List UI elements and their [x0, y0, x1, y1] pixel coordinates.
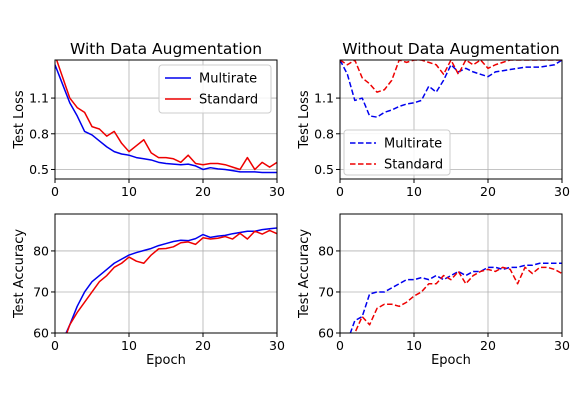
series-line-standard [354, 266, 562, 333]
x-tick-label: 10 [406, 338, 422, 353]
x-tick-label: 0 [51, 184, 59, 199]
series-line-multirate [55, 64, 277, 174]
legend-label-multirate: Multirate [199, 72, 257, 87]
y-axis-label: Test Loss [297, 90, 312, 149]
x-tick-label: 0 [51, 338, 59, 353]
legend: Multirate Standard [343, 129, 451, 176]
subplot-3: 0 10 20 30 60 70 80 Epoch Test Accuracy [12, 213, 285, 368]
x-tick-label: 0 [336, 338, 344, 353]
series-line-standard [55, 60, 277, 171]
x-tick-label: 10 [406, 184, 422, 199]
y-tick-label: 0.8 [314, 126, 334, 141]
x-tick-label: 30 [269, 338, 285, 353]
x-tick-label: 30 [554, 184, 570, 199]
legend: Multirate Standard [158, 64, 272, 114]
x-tick-label: 20 [480, 184, 496, 199]
series-line-standard [340, 60, 562, 93]
y-axis-label: Test Loss [12, 90, 27, 149]
axes-frame [54, 59, 278, 180]
chart-title: Without Data Augmentation [342, 40, 559, 58]
legend-label-standard: Standard [199, 93, 258, 108]
y-tick-label: 1.1 [29, 91, 49, 106]
y-tick-label: 80 [33, 243, 49, 258]
y-tick-label: 1.1 [314, 91, 334, 106]
x-tick-label: 20 [480, 338, 496, 353]
y-tick-label: 60 [318, 326, 334, 341]
series-line-standard [66, 229, 277, 333]
y-tick-label: 0.5 [314, 162, 334, 177]
series-line-multirate [349, 262, 562, 333]
series-line-multirate [65, 227, 277, 333]
legend-label-multirate: Multirate [384, 137, 442, 152]
axes-frame [54, 213, 278, 334]
legend-label-standard: Standard [384, 158, 443, 173]
y-axis-label: Test Accuracy [297, 229, 312, 319]
subplot-1: 0 10 20 30 0.5 0.8 1.1 With Data Augmentation Te… [12, 40, 285, 199]
y-tick-label: 80 [318, 243, 334, 258]
axes-frame [339, 213, 563, 334]
axes-frame [339, 59, 563, 180]
x-tick-label: 10 [121, 338, 137, 353]
y-tick-label: 70 [318, 284, 334, 299]
y-tick-label: 70 [33, 284, 49, 299]
y-tick-label: 0.8 [29, 126, 49, 141]
x-tick-label: 20 [195, 184, 211, 199]
subplot-2: 0 10 20 30 0.5 0.8 1.1 Without Data Augmentatio… [297, 40, 570, 199]
x-tick-label: 20 [195, 338, 211, 353]
chart-title: With Data Augmentation [70, 40, 262, 58]
legend-box [158, 64, 272, 114]
y-axis-label: Test Accuracy [12, 229, 27, 319]
x-tick-label: 10 [121, 184, 137, 199]
y-tick-label: 0.5 [29, 162, 49, 177]
x-tick-label: 30 [269, 184, 285, 199]
x-axis-label: Epoch [146, 353, 186, 368]
subplot-4: 0 10 20 30 60 70 80 Epoch Test Accuracy [297, 213, 570, 368]
x-tick-label: 30 [554, 338, 570, 353]
y-tick-label: 60 [33, 326, 49, 341]
x-tick-label: 0 [336, 184, 344, 199]
x-axis-label: Epoch [431, 353, 471, 368]
